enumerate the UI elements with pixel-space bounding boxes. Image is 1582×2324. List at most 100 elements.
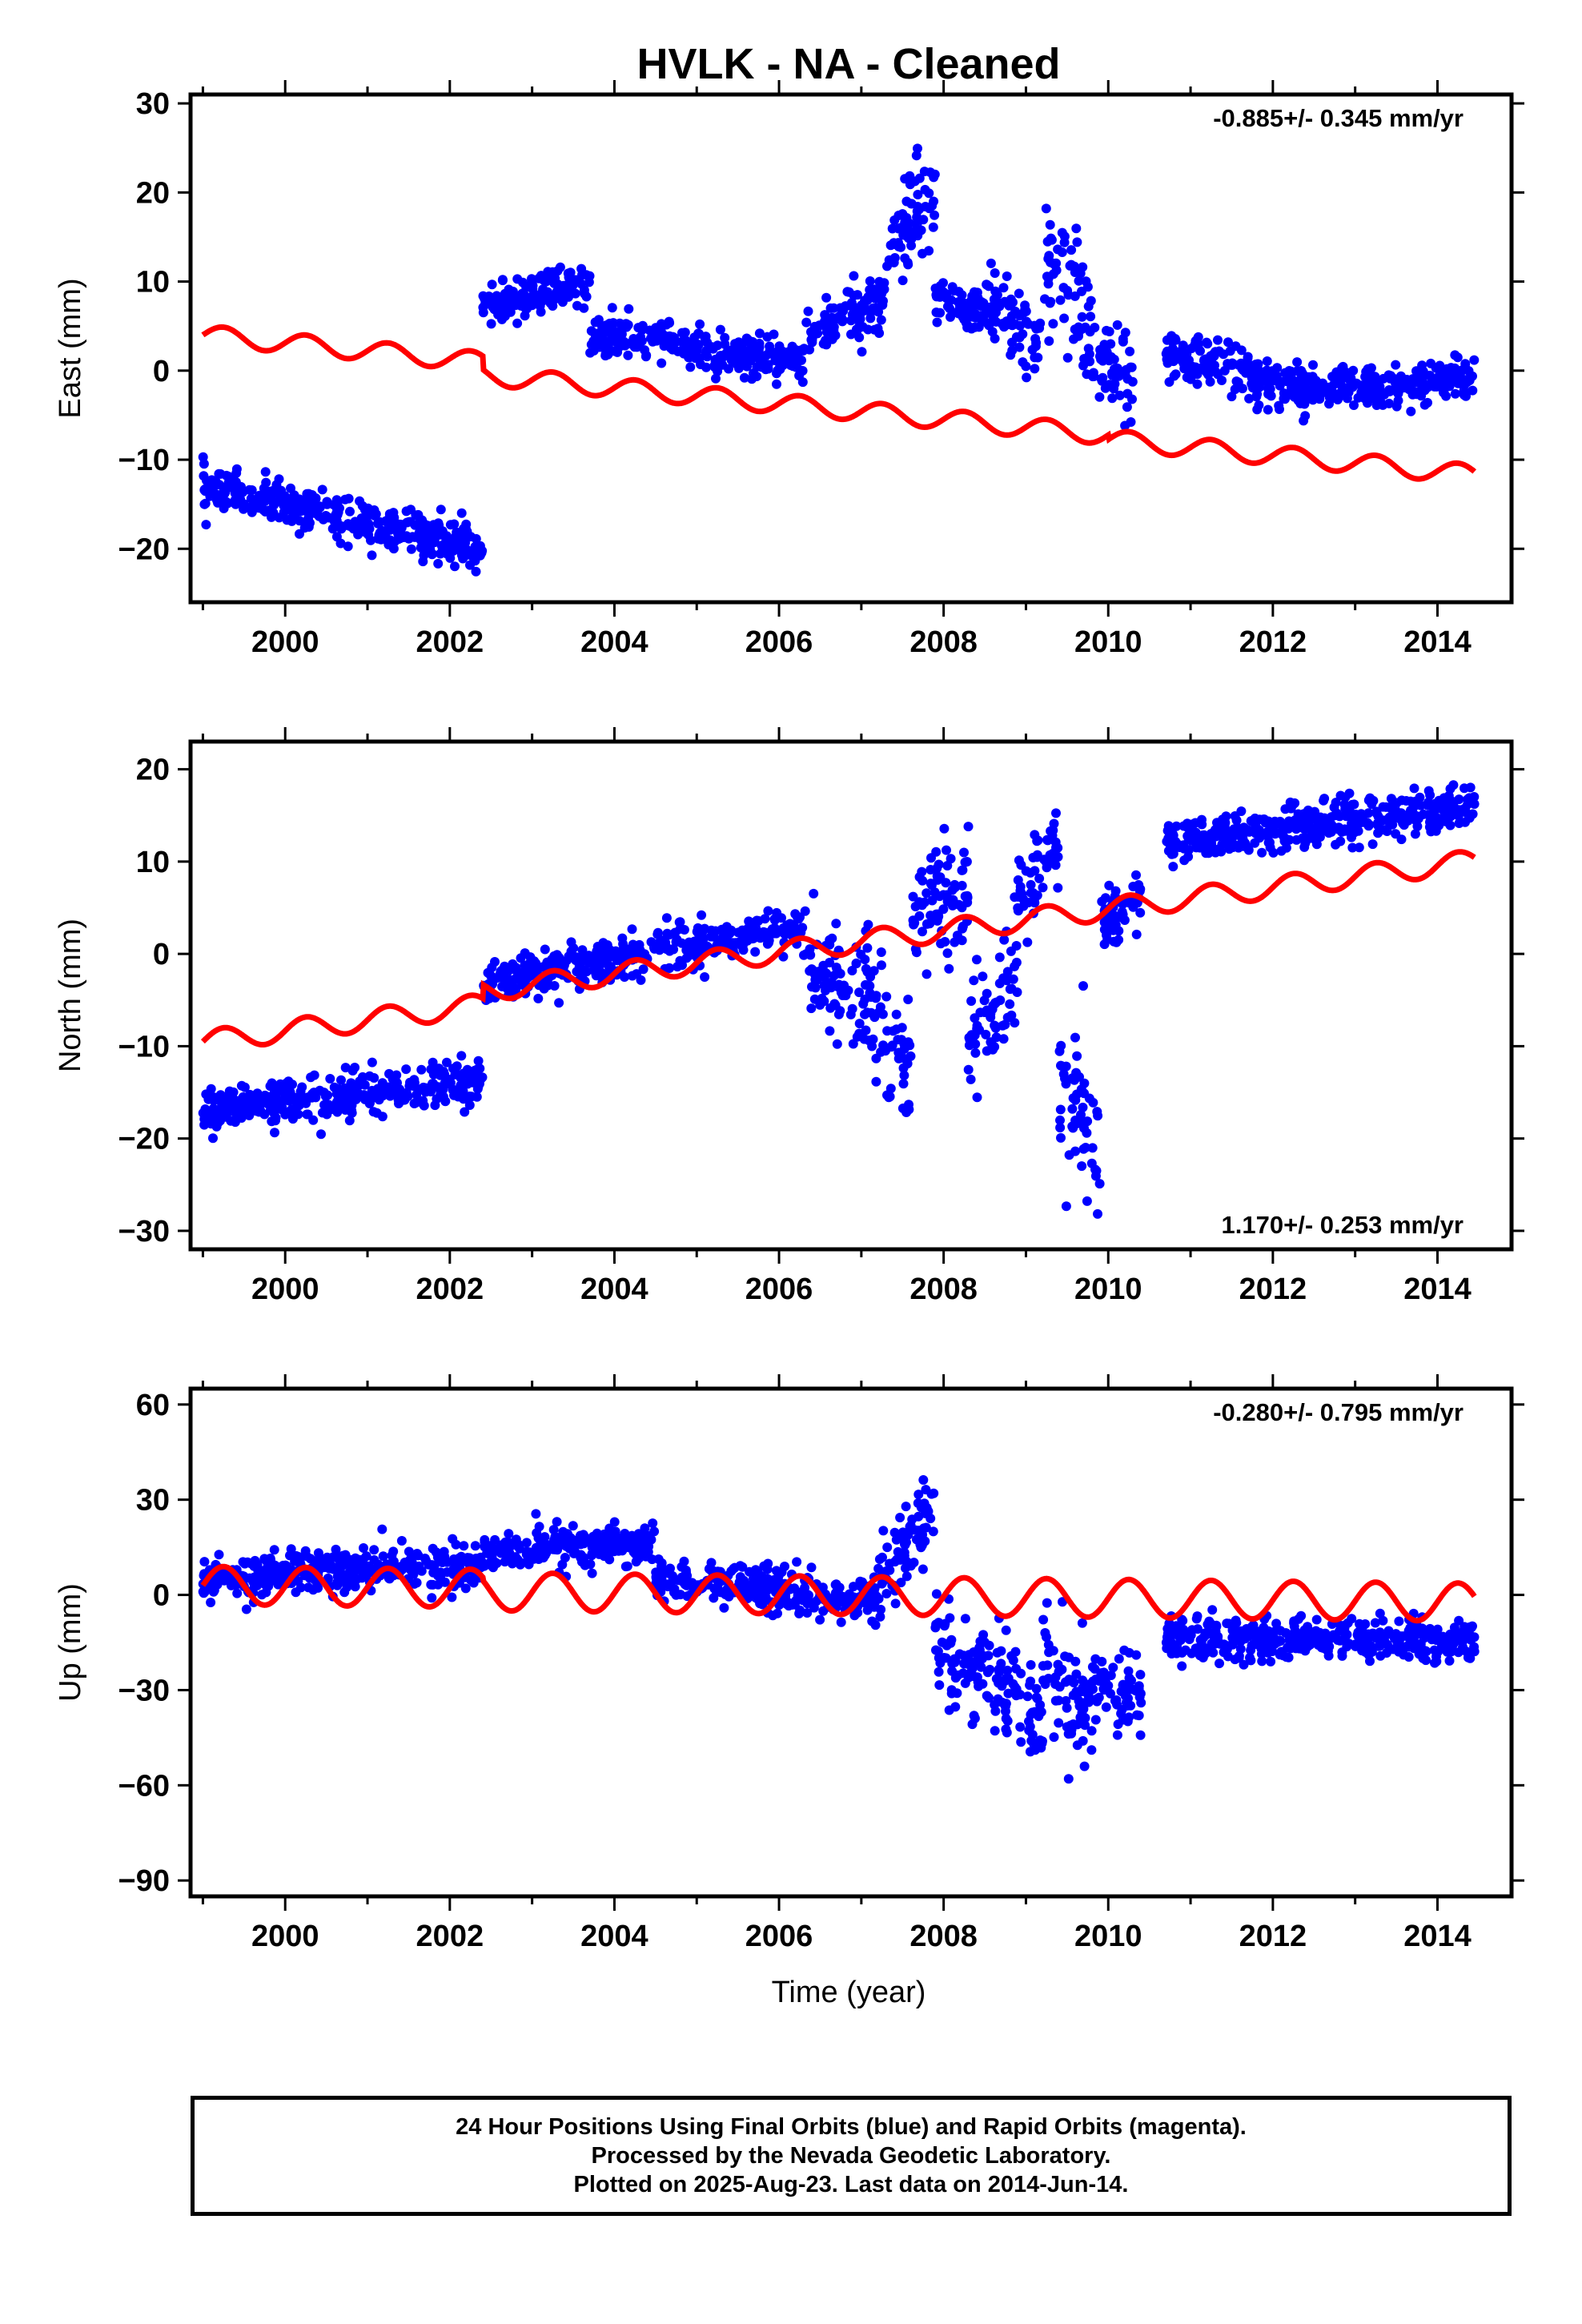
data-point xyxy=(1210,825,1220,835)
data-point xyxy=(308,1115,319,1125)
data-point xyxy=(685,362,696,372)
data-point xyxy=(1058,1597,1067,1607)
data-point xyxy=(322,499,332,509)
data-point xyxy=(1010,1018,1020,1028)
data-point xyxy=(833,1598,844,1608)
data-point xyxy=(486,319,496,329)
data-point xyxy=(620,1562,631,1572)
data-point xyxy=(401,1088,412,1098)
data-point xyxy=(864,1602,873,1613)
data-point xyxy=(1391,360,1401,370)
data-point xyxy=(268,1568,279,1578)
data-point xyxy=(302,1094,312,1104)
data-point xyxy=(918,215,929,225)
data-point xyxy=(1022,937,1033,947)
data-point xyxy=(986,1037,996,1047)
data-point xyxy=(1011,1684,1022,1695)
data-point xyxy=(1078,981,1088,991)
data-point xyxy=(959,847,969,858)
data-point xyxy=(263,1099,273,1109)
data-point xyxy=(515,1543,525,1554)
data-point xyxy=(768,1610,778,1621)
data-point xyxy=(549,981,560,991)
data-point xyxy=(199,471,209,481)
data-point xyxy=(623,320,633,330)
data-point xyxy=(1055,1115,1065,1125)
data-point xyxy=(459,1541,469,1551)
chart-title: HVLK - NA - Cleaned xyxy=(636,40,1060,88)
data-point xyxy=(336,1075,346,1085)
data-point xyxy=(460,1107,470,1117)
data-point xyxy=(1327,372,1337,382)
data-point xyxy=(279,1564,289,1574)
data-point xyxy=(725,346,734,356)
data-point xyxy=(737,341,747,352)
data-point xyxy=(695,319,705,329)
data-point xyxy=(1349,799,1359,810)
data-point xyxy=(1122,388,1133,399)
data-point xyxy=(982,318,993,328)
data-point xyxy=(416,523,427,533)
data-point xyxy=(976,1662,986,1672)
data-point xyxy=(1465,1653,1476,1663)
data-point xyxy=(404,1559,414,1570)
data-point xyxy=(913,1490,924,1500)
data-point xyxy=(815,1614,825,1625)
data-point xyxy=(974,1642,985,1653)
data-point xyxy=(762,1564,773,1574)
data-point xyxy=(891,1009,901,1019)
data-point xyxy=(487,1552,497,1562)
data-point xyxy=(1311,839,1322,850)
data-point xyxy=(463,1067,473,1077)
data-point xyxy=(1347,842,1358,853)
data-point xyxy=(624,304,634,314)
data-point xyxy=(1454,818,1464,828)
data-point xyxy=(851,958,861,968)
data-point xyxy=(887,223,897,234)
data-point xyxy=(934,1618,944,1628)
data-point xyxy=(885,1084,896,1094)
data-point xyxy=(1461,376,1471,387)
data-point xyxy=(1131,870,1141,880)
data-point xyxy=(1120,420,1130,431)
data-point xyxy=(961,1654,971,1664)
data-point xyxy=(1340,792,1351,802)
data-point xyxy=(924,188,934,199)
data-point xyxy=(862,943,873,953)
data-point xyxy=(846,316,856,326)
data-point xyxy=(1339,388,1350,399)
data-point xyxy=(930,210,940,220)
data-point xyxy=(259,1109,270,1120)
data-point xyxy=(861,1025,871,1035)
data-point xyxy=(873,1594,884,1604)
data-point xyxy=(1112,363,1122,373)
data-point xyxy=(1398,818,1408,828)
data-point xyxy=(449,519,460,529)
data-point xyxy=(1001,1675,1011,1685)
data-point xyxy=(677,938,687,948)
data-point xyxy=(1358,817,1368,827)
data-point xyxy=(849,1582,858,1592)
data-point xyxy=(818,960,829,971)
data-point xyxy=(750,947,761,957)
data-point xyxy=(877,288,887,299)
data-point xyxy=(1071,1068,1082,1078)
data-point xyxy=(392,1078,402,1088)
data-point xyxy=(385,1091,396,1101)
data-point xyxy=(1340,826,1351,836)
data-point xyxy=(251,1578,262,1588)
data-point xyxy=(970,1047,981,1058)
data-point xyxy=(1104,923,1114,933)
data-point xyxy=(867,1616,877,1626)
data-point xyxy=(1049,1732,1059,1743)
data-point xyxy=(1044,336,1054,346)
data-point xyxy=(1226,838,1236,849)
data-point xyxy=(1036,1707,1046,1717)
data-point xyxy=(280,493,291,504)
data-point xyxy=(701,345,712,356)
data-point xyxy=(944,1705,954,1715)
data-point xyxy=(800,1582,810,1593)
data-point xyxy=(1106,1688,1115,1699)
data-point xyxy=(280,1086,291,1096)
data-point xyxy=(369,1545,379,1555)
